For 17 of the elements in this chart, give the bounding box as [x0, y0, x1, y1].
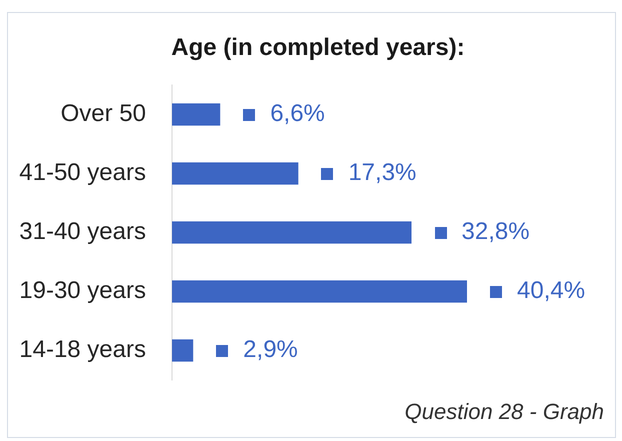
bar [172, 339, 194, 362]
chart-title: Age (in completed years): [171, 34, 465, 61]
data-label: 17,3% [348, 159, 416, 186]
data-label: 2,9% [243, 336, 298, 364]
text: Question 28 - Graph [404, 399, 604, 425]
data-label: 6,6% [270, 100, 325, 128]
y-tick-label: 31-40 years [19, 218, 146, 246]
bar [172, 280, 467, 303]
y-tick-label: 41-50 years [19, 159, 146, 186]
bar [172, 221, 412, 244]
data-label: 40,4% [517, 277, 586, 304]
data-label: 32,8% [462, 218, 530, 246]
bar [172, 162, 298, 185]
y-tick-label: 19-30 years [19, 277, 146, 304]
bar [172, 103, 220, 126]
y-tick-label: Over 50 [60, 100, 146, 128]
y-tick-label: 14-18 years [19, 336, 146, 364]
